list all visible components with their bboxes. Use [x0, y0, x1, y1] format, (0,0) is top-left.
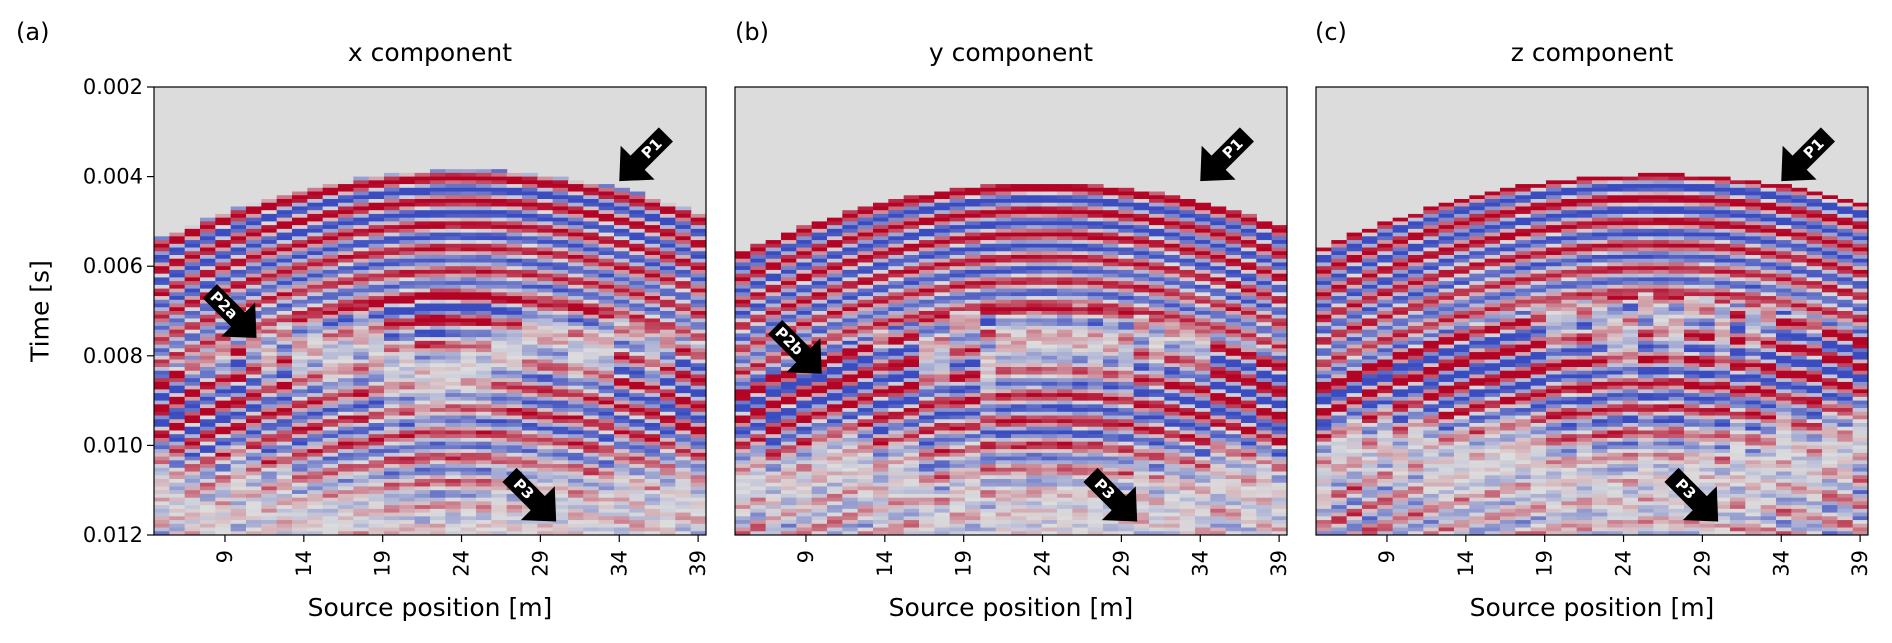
x-tick-label: 14	[292, 550, 316, 577]
x-tick-label: 29	[528, 550, 552, 577]
panel-0: (a) x component 9 14 19 24 29 34 39 Source positi…	[16, 18, 710, 622]
x-tick-label: 9	[1375, 550, 1399, 563]
x-axis-label: Source position [m]	[308, 593, 553, 622]
x-tick-label: 39	[686, 550, 710, 577]
plot-frame	[1315, 86, 1869, 536]
panel-1: (b) y component 9 14 19 24 29 34 39 Source positi…	[734, 18, 1291, 622]
y-axis-label: Time [s]	[26, 260, 55, 363]
heatmap-image	[735, 87, 1287, 535]
x-tick-label: 19	[371, 550, 395, 577]
x-tick-label: 14	[873, 550, 897, 577]
x-tick-label: 9	[794, 550, 818, 563]
x-tick-label: 39	[1267, 550, 1291, 577]
x-tick-label: 29	[1690, 550, 1714, 577]
panel-2: (c) z component 9 14 19 24 29 34 39 Source positi…	[1315, 18, 1872, 622]
x-tick-label: 24	[1031, 550, 1055, 577]
y-tick-label: 0.008	[83, 344, 143, 368]
panel-title: z component	[1511, 38, 1674, 67]
x-tick-label: 24	[1612, 550, 1636, 577]
x-tick-label: 24	[450, 550, 474, 577]
x-tick-label: 19	[1533, 550, 1557, 577]
x-tick-label: 39	[1848, 550, 1872, 577]
panel-title: y component	[929, 38, 1093, 67]
panel-label: (c)	[1315, 18, 1347, 46]
panel-label: (b)	[735, 18, 769, 46]
y-tick-label: 0.010	[83, 433, 143, 457]
x-tick-label: 34	[607, 550, 631, 577]
heatmap-image	[1316, 87, 1868, 535]
x-tick-label: 34	[1769, 550, 1793, 577]
y-tick-label: 0.012	[83, 523, 143, 547]
y-tick-label: 0.004	[83, 165, 143, 189]
plot-frame	[153, 86, 707, 536]
x-tick-label: 14	[1454, 550, 1478, 577]
x-tick-label: 9	[213, 550, 237, 563]
x-axis-label: Source position [m]	[1470, 593, 1715, 622]
x-tick-label: 19	[952, 550, 976, 577]
panel-title: x component	[348, 38, 512, 67]
x-axis-label: Source position [m]	[889, 593, 1134, 622]
panel-label: (a)	[16, 18, 49, 46]
plot-frame	[734, 86, 1288, 536]
heatmap-image	[154, 87, 706, 535]
y-tick-label: 0.002	[83, 75, 143, 99]
x-tick-label: 34	[1188, 550, 1212, 577]
y-tick-label: 0.006	[83, 254, 143, 278]
x-tick-label: 29	[1109, 550, 1133, 577]
